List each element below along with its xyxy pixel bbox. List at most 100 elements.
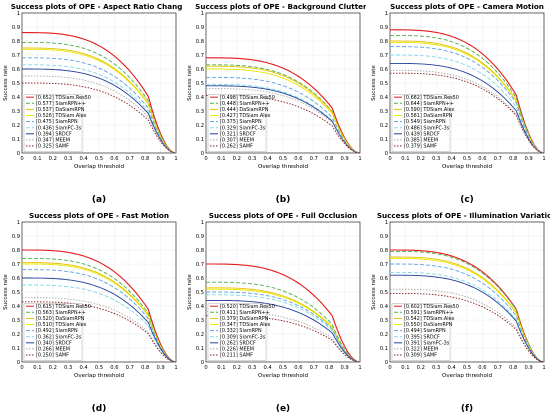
x-tick-label: 0: [388, 156, 391, 162]
y-tick-label: 0.2: [196, 332, 204, 338]
y-tick-label: 0.7: [380, 262, 388, 268]
legend-entry: [0.211] SAMF: [220, 353, 253, 359]
series-line-1: [206, 57, 361, 154]
x-tick-label: 0.9: [524, 156, 532, 162]
y-tick-label: 0.2: [12, 332, 20, 338]
x-tick-label: 0.4: [263, 365, 272, 371]
legend: [0.615] TDSiam.Res50[0.563] SiamRPN++[0.…: [23, 303, 91, 361]
legend-entry: [0.526] TDSiam.Alex: [36, 113, 87, 119]
y-tick-label: 0.7: [380, 53, 388, 59]
series-line-8: [206, 88, 361, 154]
series-line-4: [390, 257, 545, 363]
legend-entry: [0.375] SiamRPN: [220, 119, 262, 125]
y-tick-label: 0: [17, 151, 20, 157]
y-tick-label: 0.5: [12, 81, 20, 87]
chart-panel-5: Success plots of OPE - Full Occlusion 0 0.…: [187, 211, 362, 414]
series-line-5: [22, 269, 177, 363]
y-tick-label: 0.4: [12, 95, 21, 101]
series-line-6: [22, 284, 177, 363]
x-tick-label: 0: [20, 365, 23, 371]
legend-entry: [0.362] SiamFC-3s: [36, 334, 82, 340]
legend-entry: [0.329] SiamFC-3s: [220, 125, 266, 131]
y-tick-label: 0.4: [380, 95, 389, 101]
x-tick-label: 0.2: [417, 156, 425, 162]
chart-title: Success plots of OPE - Fast Motion: [29, 211, 169, 220]
x-tick-label: 0: [204, 365, 207, 371]
x-tick-label: 0.2: [49, 156, 57, 162]
legend-entry: [0.394] SRDCF: [36, 131, 72, 137]
legend: [0.498] TDSiam.Res50[0.448] SiamRPN++ [0.…: [207, 94, 275, 152]
x-tick-label: 0.5: [95, 365, 103, 371]
x-tick-label: 0.4: [447, 365, 456, 371]
series-line-7: [390, 274, 545, 363]
x-tick-label: 0.7: [310, 365, 318, 371]
x-tick-label: 0.3: [248, 365, 256, 371]
panel-label: (c): [460, 195, 474, 205]
series-line-7: [206, 299, 361, 363]
series-line-2: [390, 250, 545, 363]
x-tick-label: 0.6: [294, 156, 302, 162]
legend-entry: [0.494] SiamRPN: [404, 328, 446, 334]
legend-entry: [0.520] TDSiam.Res50: [220, 304, 275, 310]
legend-entry: [0.591] SiamRPN++: [404, 310, 454, 316]
y-tick-label: 1: [201, 220, 204, 226]
x-tick-label: 0.1: [401, 365, 409, 371]
x-axis-label: Overlap threshold: [74, 373, 125, 379]
series-line-8: [22, 297, 177, 363]
legend-entry: [0.379] SAMF: [404, 144, 437, 150]
legend-entry: [0.226] MEEM: [220, 347, 254, 353]
x-tick-label: 0.7: [126, 156, 134, 162]
legend: [0.602] TDSiam.Res50[0.591] SiamRPN++ [0.…: [391, 303, 459, 361]
legend-entry: [0.448] SiamRPN++: [220, 101, 270, 107]
x-tick-label: 0.4: [263, 156, 272, 162]
legend-entry: [0.475] SiamRPN: [36, 119, 78, 125]
y-tick-label: 0.3: [12, 109, 20, 115]
legend-entry: [0.602] TDSiam.Res50: [404, 304, 459, 310]
series-line-5: [206, 76, 361, 154]
y-tick-label: 0.5: [12, 290, 20, 296]
x-tick-label: 0.2: [233, 365, 241, 371]
legend-entry: [0.395] SRDCF: [404, 334, 440, 340]
y-tick-label: 0.4: [12, 304, 21, 310]
legend-entry: [0.379] DaSiamRPN: [220, 316, 269, 322]
x-axis-label: Overlap threshold: [258, 164, 309, 170]
y-tick-label: 1: [17, 220, 20, 226]
y-tick-label: 0: [385, 151, 388, 157]
y-tick-label: 1: [201, 11, 204, 17]
legend-entry: [0.498] TDSiam.Res50: [220, 95, 275, 101]
chart-panel-4: Success plots of OPE - Fast Motion 0 0.1 0.…: [3, 211, 178, 414]
panel-label: (d): [92, 404, 107, 414]
y-tick-label: 0.9: [380, 234, 388, 240]
chart-title: Success plots of OPE - Illumination Vari…: [377, 211, 550, 220]
y-tick-label: 0.8: [380, 39, 388, 45]
x-tick-label: 0.8: [509, 365, 517, 371]
x-tick-label: 1: [358, 365, 361, 371]
series-line-7: [22, 68, 177, 154]
legend-entry: [0.520] DaSiamRPN: [36, 316, 85, 322]
y-tick-label: 0.3: [12, 318, 20, 324]
x-tick-label: 0.3: [64, 156, 72, 162]
y-tick-label: 0.9: [12, 234, 20, 240]
series-line-1: [390, 29, 545, 154]
x-tick-label: 1: [358, 156, 361, 162]
legend-entry: [0.391] SiamFC-3s: [404, 340, 450, 346]
x-tick-label: 0.5: [463, 156, 471, 162]
x-tick-label: 0.1: [33, 156, 41, 162]
y-tick-label: 0.6: [196, 67, 204, 73]
legend-entry: [0.266] MEEM: [36, 347, 70, 353]
y-tick-label: 0.4: [196, 304, 205, 310]
y-tick-label: 0.1: [380, 346, 388, 352]
y-axis-label: Success rate: [187, 274, 193, 310]
y-tick-label: 0.2: [380, 123, 388, 129]
x-axis-label: Overlap threshold: [74, 164, 125, 170]
x-tick-label: 0.2: [233, 156, 241, 162]
series-line-4: [22, 263, 177, 363]
legend-entry: [0.347] TDSiam.Alex: [220, 322, 271, 328]
y-tick-label: 0.3: [380, 318, 388, 324]
series-line-8: [390, 69, 545, 154]
series-line-8: [390, 288, 545, 363]
series-line-5: [22, 57, 177, 154]
x-tick-label: 0.7: [126, 365, 134, 371]
x-tick-label: 0.1: [217, 365, 225, 371]
y-tick-label: 0.5: [196, 81, 204, 87]
